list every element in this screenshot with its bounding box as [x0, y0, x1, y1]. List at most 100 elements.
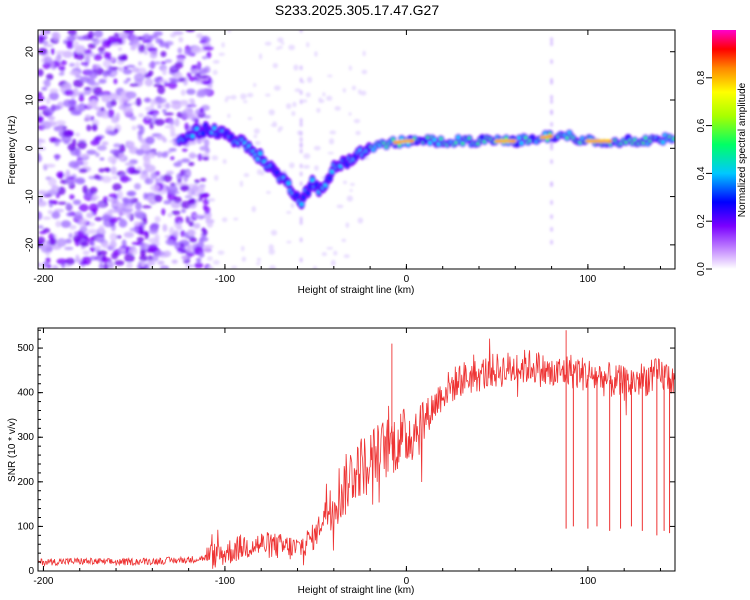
- noise-blob: [357, 217, 364, 224]
- noise-blob: [161, 266, 167, 269]
- noise-blob: [185, 251, 195, 257]
- noise-blob: [153, 83, 163, 88]
- noise-blob: [321, 252, 327, 257]
- noise-blob: [89, 186, 98, 194]
- noise-blob: [89, 246, 96, 253]
- y-tick-label: 0: [25, 145, 36, 151]
- noise-blob: [173, 230, 179, 237]
- noise-blob: [57, 201, 67, 205]
- noise-blob: [191, 65, 198, 69]
- noise-blob: [45, 107, 55, 115]
- noise-blob: [139, 254, 148, 262]
- y-tick-label: 200: [17, 477, 34, 488]
- noise-blob: [56, 171, 65, 179]
- noise-blob: [316, 107, 321, 113]
- streak-blob: [299, 163, 303, 169]
- noise-blob: [157, 260, 165, 266]
- noise-blob: [177, 47, 183, 54]
- noise-blob: [188, 98, 195, 103]
- noise-blob: [227, 113, 231, 119]
- noise-blob: [119, 98, 125, 106]
- noise-blob: [154, 215, 161, 223]
- noise-blob: [217, 250, 225, 255]
- noise-blob: [188, 229, 195, 237]
- noise-blob: [171, 79, 180, 83]
- noise-blob: [97, 202, 105, 208]
- y-tick-label: 500: [17, 343, 34, 354]
- noise-blob: [55, 50, 67, 55]
- noise-blob: [199, 185, 205, 193]
- noise-blob: [314, 51, 318, 57]
- noise-blob: [135, 97, 142, 107]
- y-tick-label: 300: [17, 432, 34, 443]
- noise-blob: [74, 75, 82, 79]
- noise-blob: [150, 222, 160, 229]
- noise-blob: [101, 141, 109, 146]
- spectrogram-frame: [37, 29, 676, 270]
- noise-blob: [129, 227, 140, 232]
- noise-blob: [200, 192, 210, 199]
- noise-blob: [116, 96, 122, 101]
- noise-blob: [95, 234, 105, 243]
- noise-blob: [108, 65, 113, 74]
- noise-blob: [171, 210, 181, 216]
- noise-blob: [333, 250, 338, 256]
- noise-blob: [65, 257, 76, 265]
- noise-blob: [98, 46, 105, 53]
- noise-blob: [126, 191, 136, 197]
- noise-blob: [197, 75, 208, 79]
- noise-blob: [148, 61, 156, 69]
- noise-blob: [127, 141, 135, 148]
- noise-blob: [75, 132, 80, 137]
- noise-blob: [246, 92, 254, 98]
- noise-blob: [189, 237, 198, 243]
- noise-blob: [52, 31, 61, 41]
- noise-blob: [186, 244, 192, 253]
- noise-blob: [48, 91, 59, 101]
- noise-blob: [199, 67, 207, 76]
- noise-blob: [47, 115, 56, 121]
- noise-blob: [73, 79, 84, 88]
- noise-blob: [185, 113, 195, 120]
- noise-blob: [174, 196, 182, 204]
- noise-blob: [186, 141, 197, 145]
- noise-blob: [109, 240, 117, 249]
- noise-blob: [117, 47, 123, 52]
- noise-blob: [174, 118, 180, 127]
- noise-blob: [184, 122, 189, 131]
- colorbar-tick-label: 0.4: [696, 166, 707, 180]
- noise-blob: [38, 190, 48, 195]
- noise-blob: [202, 198, 210, 205]
- noise-blob: [66, 40, 73, 49]
- noise-blob: [176, 173, 183, 181]
- noise-blob: [55, 120, 66, 126]
- noise-blob: [227, 30, 231, 33]
- noise-blob: [48, 200, 58, 204]
- ridge-inner: [258, 151, 262, 156]
- noise-blob: [201, 227, 206, 233]
- noise-blob: [42, 216, 52, 220]
- noise-blob: [109, 149, 121, 155]
- noise-blob: [170, 100, 181, 104]
- y-tick-label: 20: [25, 46, 36, 58]
- noise-blob: [163, 200, 172, 205]
- noise-blob: [266, 191, 271, 194]
- noise-blob: [87, 43, 97, 49]
- noise-blob: [86, 149, 97, 155]
- colorbar-tick-label: 0.8: [696, 70, 707, 84]
- noise-blob: [149, 34, 159, 39]
- noise-blob: [147, 255, 154, 262]
- y-tick-label: -10: [25, 189, 36, 204]
- noise-blob: [123, 231, 135, 238]
- noise-blob: [251, 206, 256, 213]
- noise-blob: [206, 51, 212, 59]
- noise-blob: [360, 90, 367, 96]
- noise-blob: [163, 250, 172, 258]
- noise-blob: [43, 56, 53, 64]
- x-tick-label: -200: [33, 274, 53, 285]
- noise-blob: [241, 256, 247, 262]
- noise-blob: [302, 99, 308, 103]
- noise-blob: [167, 81, 178, 90]
- noise-blob: [145, 136, 155, 145]
